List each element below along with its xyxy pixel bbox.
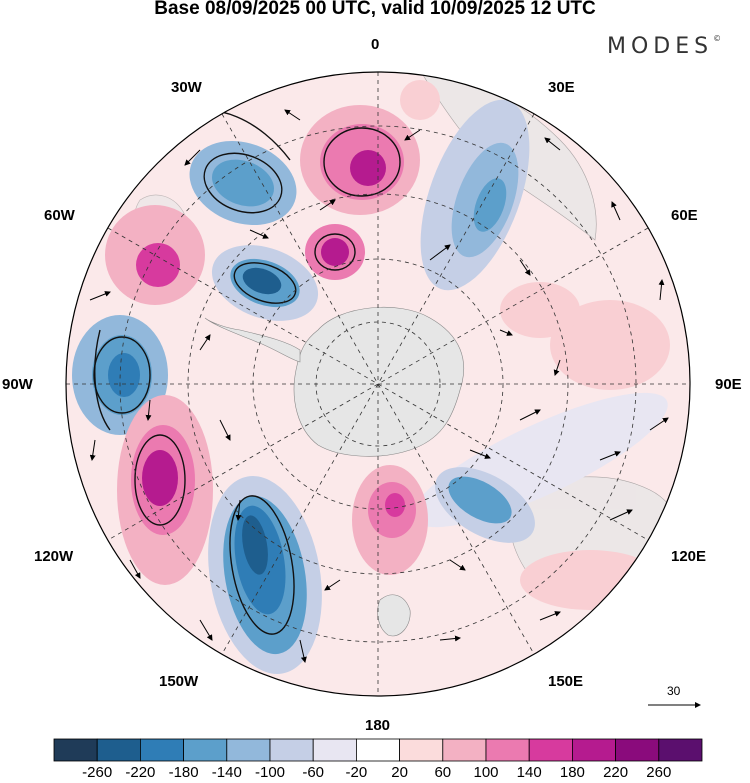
colorbar-tick-label: -20 [345,764,368,781]
colorbar-tick-label: 180 [559,764,585,781]
colorbar-cell [53,738,98,762]
colorbar-cell [658,738,703,762]
colorbar-tick-label: 20 [391,764,408,781]
graticule [66,72,690,696]
negative-anomalies [72,99,668,674]
lon-label-120e: 120E [671,548,707,565]
colorbar-cell [269,738,314,762]
lon-label-60w: 60W [44,207,75,224]
brand-logo: MODES© [607,34,721,59]
colorbar-cell [139,738,184,762]
colorbar-tick-label: 220 [603,764,629,781]
antarctic-peninsula-land [204,317,301,363]
positive-anomalies [105,80,670,610]
lon-label-90w: 90W [2,376,33,393]
colorbar-tick-label: 260 [646,764,672,781]
colorbar-cell [355,738,400,762]
antarctica-land [293,306,464,457]
wind-vectors [89,109,669,663]
lon-label-180: 180 [365,717,391,734]
lon-label-150e: 150E [548,673,584,690]
map-boundary [65,71,691,697]
colorbar-cell [615,738,660,762]
colorbar-tick-label: -60 [302,764,325,781]
colorbar-tick-label: -220 [125,764,156,781]
brand-mark: © [713,34,722,43]
lon-label-0: 0 [371,36,380,53]
colorbar-tick-label: -140 [211,764,242,781]
colorbar-cell [399,738,444,762]
colorbar-cell [96,738,141,762]
colorbar-cell [183,738,228,762]
lon-label-60e: 60E [671,207,698,224]
colorbar-tick-label: 100 [473,764,499,781]
colorbar-cell [572,738,617,762]
colorbar-tick-label: -100 [254,764,286,781]
colorbar-cell [528,738,573,762]
lon-label-30w: 30W [171,79,202,96]
colorbar-cell [312,738,357,762]
colorbar-tick-label: 140 [516,764,542,781]
lon-label-90e: 90E [715,376,742,393]
map-title: Base 08/09/2025 00 UTC, valid 10/09/2025… [154,0,596,19]
colorbar-tick-label: -260 [82,764,113,781]
lon-label-30e: 30E [548,79,575,96]
lon-label-120w: 120W [34,548,74,565]
colorbar-cell [442,738,487,762]
colorbar-tick-label: 60 [434,764,452,781]
colorbar-cell [226,738,271,762]
colorbar-cell [485,738,530,762]
brand-name: MODES [607,34,714,59]
lon-label-150w: 150W [159,673,199,690]
reference-vector-value: 30 [667,684,681,698]
colorbar-tick-label: -180 [168,764,199,781]
